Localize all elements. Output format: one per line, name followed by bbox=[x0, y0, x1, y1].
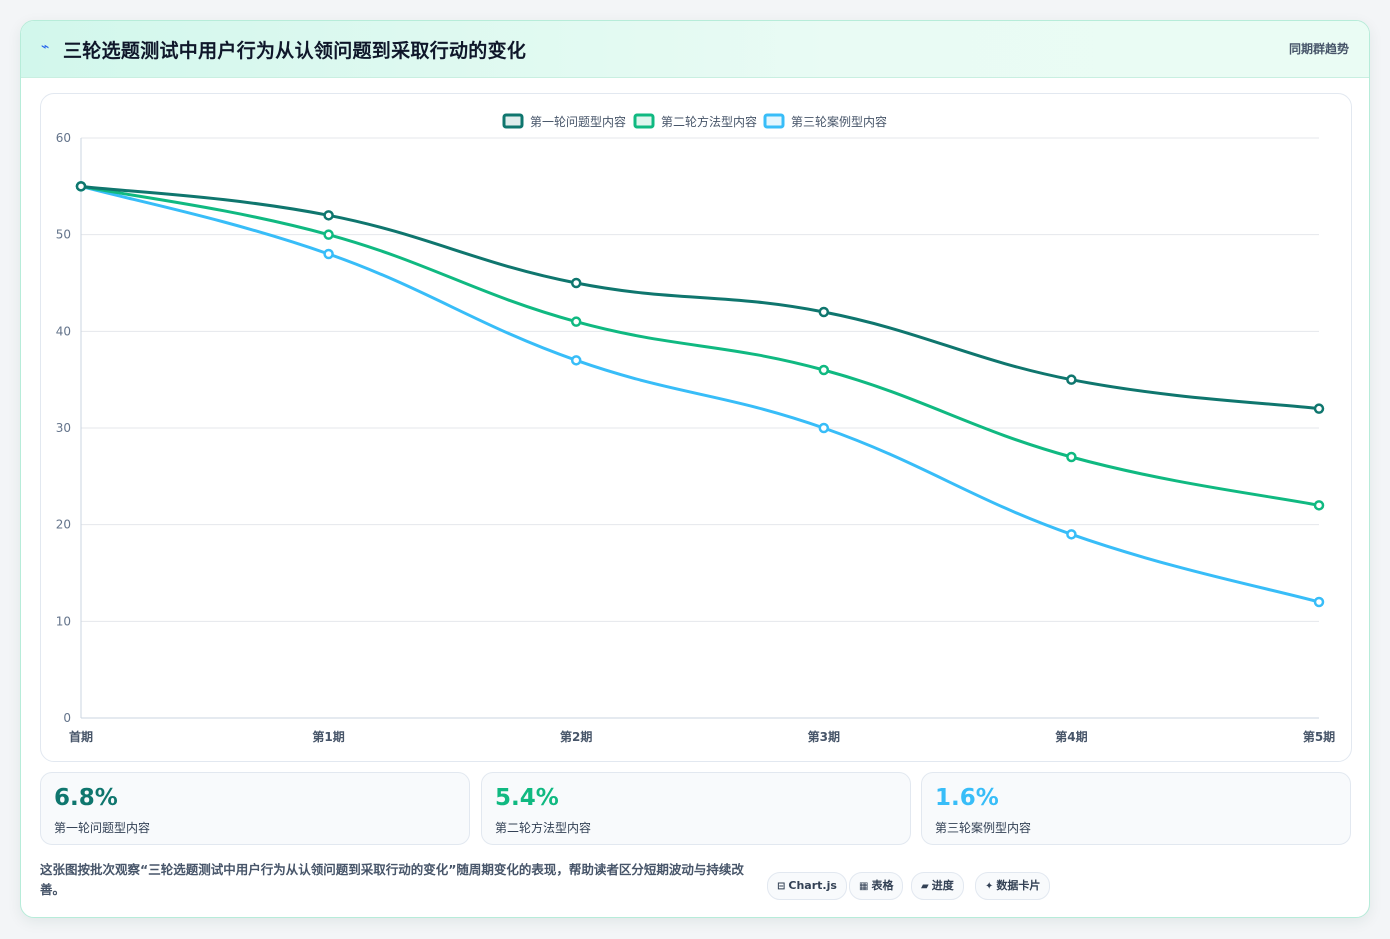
sparkle-icon: ✦ bbox=[985, 881, 994, 892]
stat-label-round1: 第一轮问题型内容 bbox=[54, 821, 151, 835]
data-point bbox=[1066, 451, 1077, 463]
x-tick-label: 第1期 bbox=[312, 729, 344, 744]
legend-swatch bbox=[502, 113, 524, 129]
y-tick-label: 50 bbox=[56, 228, 71, 242]
legend-swatch bbox=[763, 113, 785, 129]
stat-card-round1: 6.8% 第一轮问题型内容 bbox=[40, 772, 470, 845]
series-line bbox=[79, 184, 1321, 604]
stat-card-round2: 5.4% 第二轮方法型内容 bbox=[481, 772, 911, 845]
legend-label: 第三轮案例型内容 bbox=[791, 114, 887, 129]
legend-label: 第二轮方法型内容 bbox=[661, 114, 757, 129]
data-point bbox=[1066, 529, 1077, 540]
table-pill[interactable]: ▦ 表格 bbox=[849, 872, 904, 900]
series-line bbox=[79, 184, 1321, 507]
data-point bbox=[1313, 500, 1325, 511]
data-point bbox=[323, 248, 334, 260]
chart-area: 0 10 20 30 40 50 60 首期 第1期 第2期 第3期 第4期 第5期 第一轮问题型内容 第二… bbox=[40, 93, 1352, 762]
chartjs-pill[interactable]: ⊟ Chart.js bbox=[767, 872, 847, 900]
y-tick-label: 10 bbox=[56, 614, 71, 628]
data-point bbox=[1313, 596, 1325, 608]
chart-card: ⌁ 三轮选题测试中用户行为从认领问题到采取行动的变化 同期群趋势 0 10 20 30… bbox=[20, 20, 1370, 918]
pill-label: 数据卡片 bbox=[996, 879, 1041, 892]
progress-pill[interactable]: ▰ 进度 bbox=[911, 872, 964, 900]
x-tick-label: 第5期 bbox=[1303, 729, 1335, 744]
stat-label-round2: 第二轮方法型内容 bbox=[495, 821, 592, 835]
data-point bbox=[818, 422, 830, 434]
stat-card-round3: 1.6% 第三轮案例型内容 bbox=[921, 772, 1351, 845]
data-point bbox=[570, 316, 582, 327]
chart-description: 这张图按批次观察“三轮选题测试中用户行为从认领问题到采取行动的变化”随周期变化的… bbox=[40, 862, 744, 897]
x-tick-label: 首期 bbox=[69, 729, 93, 744]
y-tick-label: 20 bbox=[56, 518, 71, 532]
series-line bbox=[79, 184, 1321, 411]
stat-value-round2: 5.4% bbox=[495, 785, 559, 811]
card-header: ⌁ 三轮选题测试中用户行为从认领问题到采取行动的变化 同期群趋势 bbox=[21, 21, 1369, 78]
data-point bbox=[1066, 374, 1077, 385]
data-point bbox=[570, 355, 582, 366]
pill-label: 表格 bbox=[871, 879, 894, 892]
line-chart: 0 10 20 30 40 50 60 首期 第1期 第2期 第3期 第4期 第5期 第一轮问题型内容 第二… bbox=[56, 113, 1335, 744]
page-title: 三轮选题测试中用户行为从认领问题到采取行动的变化 bbox=[63, 40, 527, 62]
pill-label: Chart.js bbox=[788, 879, 837, 892]
data-point bbox=[323, 229, 334, 240]
data-point bbox=[818, 306, 830, 318]
legend-label: 第一轮问题型内容 bbox=[530, 114, 626, 129]
data-point bbox=[75, 181, 87, 192]
stat-value-round1: 6.8% bbox=[54, 785, 118, 811]
legend-swatch bbox=[633, 113, 655, 129]
data-point bbox=[323, 210, 334, 221]
x-tick-label: 第3期 bbox=[808, 729, 840, 744]
y-tick-label: 30 bbox=[56, 421, 71, 435]
lightning-icon: ⌁ bbox=[41, 39, 50, 55]
stat-label-round3: 第三轮案例型内容 bbox=[935, 821, 1032, 835]
y-tick-label: 60 bbox=[56, 131, 71, 145]
pill-label: 进度 bbox=[931, 879, 954, 892]
cohort-trend-badge: 同期群趋势 bbox=[1288, 42, 1349, 56]
data-point bbox=[1313, 403, 1325, 414]
x-tick-label: 第4期 bbox=[1055, 729, 1087, 744]
y-tick-label: 0 bbox=[63, 711, 71, 725]
data-point bbox=[818, 364, 830, 376]
stat-value-round3: 1.6% bbox=[935, 785, 999, 811]
x-tick-label: 第2期 bbox=[560, 729, 592, 744]
progress-icon: ▰ bbox=[921, 881, 929, 892]
data-point bbox=[570, 277, 582, 289]
data-card-pill[interactable]: ✦ 数据卡片 bbox=[975, 872, 1051, 900]
table-icon: ▦ bbox=[859, 881, 869, 892]
y-tick-label: 40 bbox=[56, 324, 71, 338]
chart-icon: ⊟ bbox=[777, 881, 786, 892]
